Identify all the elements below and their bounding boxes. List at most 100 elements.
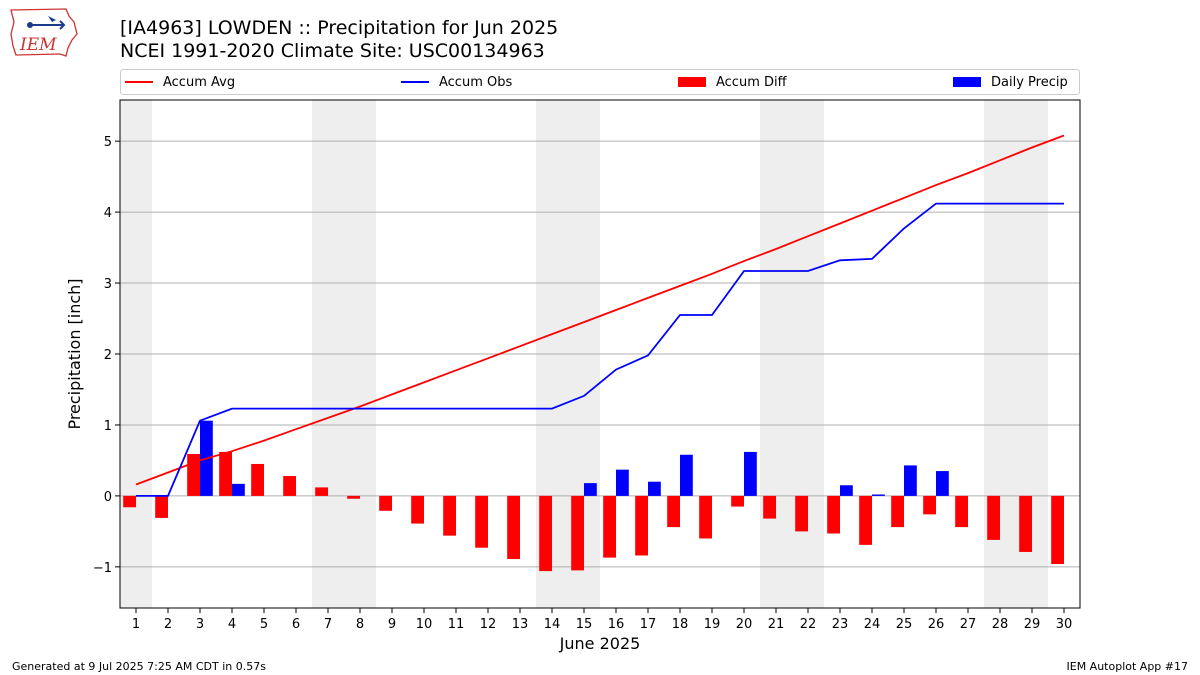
- accum-diff-bar: [155, 495, 168, 518]
- accum-diff-bar: [411, 495, 424, 524]
- footer-generated: Generated at 9 Jul 2025 7:25 AM CDT in 0…: [12, 660, 266, 673]
- x-tick-label: 14: [544, 617, 561, 632]
- accum-diff-bar: [251, 463, 264, 496]
- accum-diff-bar: [347, 495, 360, 499]
- x-tick-label: 21: [768, 617, 785, 632]
- daily-precip-bar: [232, 483, 245, 496]
- x-tick-label: 7: [324, 617, 332, 632]
- x-tick-label: 20: [736, 617, 753, 632]
- x-tick-label: 10: [416, 617, 433, 632]
- chart-title: [IA4963] LOWDEN :: Precipitation for Jun…: [120, 17, 559, 39]
- daily-precip-bar: [616, 469, 629, 496]
- legend-swatch: [678, 77, 706, 87]
- accum-diff-bar: [283, 476, 296, 496]
- accum-diff-bar: [379, 495, 392, 511]
- x-tick-label: 26: [928, 617, 945, 632]
- iem-logo: IEM: [10, 8, 78, 57]
- x-tick-label: 25: [896, 617, 913, 632]
- legend-item-accum-avg: Accum Avg: [125, 70, 235, 94]
- x-tick-label: 9: [388, 617, 396, 632]
- x-tick-label: 18: [672, 617, 689, 632]
- legend-label: Accum Obs: [439, 74, 513, 90]
- legend-item-accum-diff: Accum Diff: [678, 70, 787, 94]
- x-axis-label: June 2025: [559, 634, 641, 653]
- x-tick-label: 22: [800, 617, 817, 632]
- y-axis-label: Precipitation [inch]: [65, 278, 84, 429]
- x-tick-label: 5: [260, 617, 268, 632]
- y-tick-label: 5: [104, 135, 112, 150]
- x-tick-label: 13: [512, 617, 529, 632]
- accum-diff-bar: [123, 495, 136, 508]
- x-tick-label: 6: [292, 617, 300, 632]
- accum-diff-bar: [667, 495, 680, 528]
- x-tick-label: 3: [196, 617, 204, 632]
- x-tick-label: 11: [448, 617, 465, 632]
- accum-diff-bar: [571, 495, 584, 571]
- x-tick-label: 28: [992, 617, 1009, 632]
- daily-precip-bar: [744, 451, 757, 496]
- daily-precip-bar: [936, 471, 949, 496]
- accum-diff-bar: [1019, 495, 1032, 552]
- accum-diff-bar: [923, 495, 936, 515]
- x-tick-label: 12: [480, 617, 497, 632]
- accum-diff-bar: [539, 495, 552, 572]
- x-tick-label: 24: [864, 617, 881, 632]
- x-tick-label: 19: [704, 617, 721, 632]
- x-tick-label: 8: [356, 617, 364, 632]
- accum-obs-line: [136, 202, 1064, 497]
- accum-diff-bar: [731, 495, 744, 507]
- accum-diff-bar: [603, 495, 616, 558]
- x-tick-label: 27: [960, 617, 977, 632]
- x-tick-label: 17: [640, 617, 657, 632]
- daily-precip-bar: [648, 481, 661, 496]
- daily-precip-bar: [872, 494, 885, 496]
- accum-diff-bar: [955, 495, 968, 528]
- footer-app-id: IEM Autoplot App #17: [1066, 660, 1189, 673]
- x-tick-label: 2: [164, 617, 172, 632]
- legend-label: Accum Avg: [163, 74, 236, 90]
- accum-diff-bar: [475, 495, 488, 548]
- accum-diff-bar: [795, 495, 808, 532]
- daily-precip-bar: [840, 485, 853, 496]
- x-tick-label: 23: [832, 617, 849, 632]
- y-tick-label: 0: [104, 490, 112, 505]
- daily-precip-bar: [584, 483, 597, 496]
- x-tick-label: 30: [1056, 617, 1073, 632]
- legend-swatch: [125, 81, 153, 83]
- accum-diff-bar: [859, 495, 872, 545]
- x-tick-label: 4: [228, 617, 236, 632]
- accum-avg-line: [135, 134, 1065, 486]
- daily-precip-bar: [680, 454, 693, 496]
- logo-text: IEM: [19, 35, 57, 55]
- legend-swatch: [953, 77, 981, 87]
- y-tick-label: 1: [104, 419, 112, 434]
- accum-diff-bar: [827, 495, 840, 534]
- accum-diff-bar: [891, 495, 904, 528]
- legend-item-accum-obs: Accum Obs: [401, 70, 512, 94]
- accum-diff-bar: [635, 495, 648, 556]
- accum-diff-bar: [315, 487, 328, 496]
- chart-legend: Accum Avg Accum Obs Accum Diff Daily Pre…: [120, 69, 1080, 95]
- y-tick-label: 3: [104, 277, 112, 292]
- accum-diff-bar: [1051, 495, 1064, 565]
- legend-item-daily-precip: Daily Precip: [953, 70, 1068, 94]
- legend-label: Accum Diff: [716, 74, 787, 90]
- accum-diff-bar: [763, 495, 776, 519]
- accum-diff-bar: [699, 495, 712, 539]
- accum-diff-bar: [507, 495, 520, 560]
- x-tick-label: 29: [1024, 617, 1041, 632]
- y-tick-label: 2: [104, 348, 112, 363]
- accum-diff-bar: [987, 495, 1000, 540]
- legend-swatch: [401, 81, 429, 83]
- x-tick-label: 15: [576, 617, 593, 632]
- accum-diff-bar: [219, 451, 232, 496]
- accum-diff-bar: [443, 495, 456, 536]
- daily-precip-bar: [904, 465, 917, 496]
- plot-frame: [119, 99, 1081, 609]
- x-tick-label: 16: [608, 617, 625, 632]
- y-tick-label: 4: [104, 206, 112, 221]
- y-tick-label: −1: [93, 561, 112, 576]
- legend-label: Daily Precip: [991, 74, 1068, 90]
- x-tick-label: 1: [132, 617, 140, 632]
